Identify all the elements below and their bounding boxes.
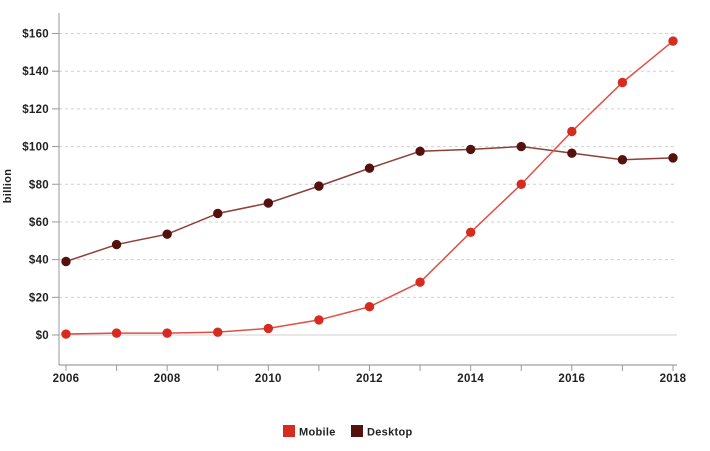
- mobile-point: [111, 328, 122, 338]
- mobile-point: [213, 327, 223, 337]
- mobile-point: [516, 179, 526, 189]
- desktop-point: [567, 148, 577, 158]
- desktop-point: [61, 256, 71, 267]
- y-tick-label: $160: [22, 29, 49, 41]
- x-tick-label: 2008: [154, 373, 181, 385]
- desktop-point: [314, 181, 324, 191]
- x-tick-label: 2018: [660, 373, 687, 385]
- desktop-point: [516, 141, 526, 152]
- mobile-point: [162, 328, 172, 338]
- y-tick-label: $60: [29, 217, 49, 229]
- mobile-point: [263, 323, 274, 334]
- y-tick-label: $100: [22, 142, 49, 154]
- mobile-point: [364, 302, 375, 312]
- y-axis-title: billion: [2, 169, 14, 203]
- mobile-line: [65, 40, 674, 335]
- desktop-point: [364, 163, 375, 173]
- legend-label-desktop: Desktop: [367, 427, 413, 439]
- y-tick-label: $140: [22, 66, 49, 78]
- x-tick-label: 2006: [53, 373, 80, 385]
- desktop-point: [111, 239, 122, 250]
- x-tick-label: 2010: [255, 373, 282, 385]
- x-tick-label: 2014: [457, 373, 484, 385]
- desktop-point: [617, 155, 628, 165]
- desktop-point: [668, 153, 678, 163]
- mobile-point: [415, 277, 425, 287]
- legend-swatch-mobile: [283, 425, 295, 437]
- x-tick-label: 2012: [356, 373, 383, 385]
- desktop-point: [213, 208, 223, 219]
- mobile-point: [61, 329, 71, 339]
- y-tick-label: $80: [29, 179, 49, 191]
- y-tick-label: $40: [29, 255, 49, 267]
- mobile-point: [314, 315, 324, 325]
- mobile-point: [668, 36, 678, 46]
- desktop-point: [415, 146, 425, 156]
- legend-label-mobile: Mobile: [299, 427, 336, 439]
- desktop-point: [465, 144, 476, 155]
- y-tick-label: $20: [29, 292, 49, 304]
- mobile-point: [617, 77, 628, 88]
- x-tick-label: 2016: [558, 373, 585, 385]
- y-tick-label: $120: [22, 104, 49, 116]
- mobile-point: [567, 126, 577, 137]
- y-tick-label: $0: [36, 330, 49, 342]
- legend-swatch-desktop: [351, 425, 363, 437]
- mobile-point: [465, 227, 476, 238]
- desktop-point: [263, 198, 274, 208]
- desktop-point: [162, 229, 172, 239]
